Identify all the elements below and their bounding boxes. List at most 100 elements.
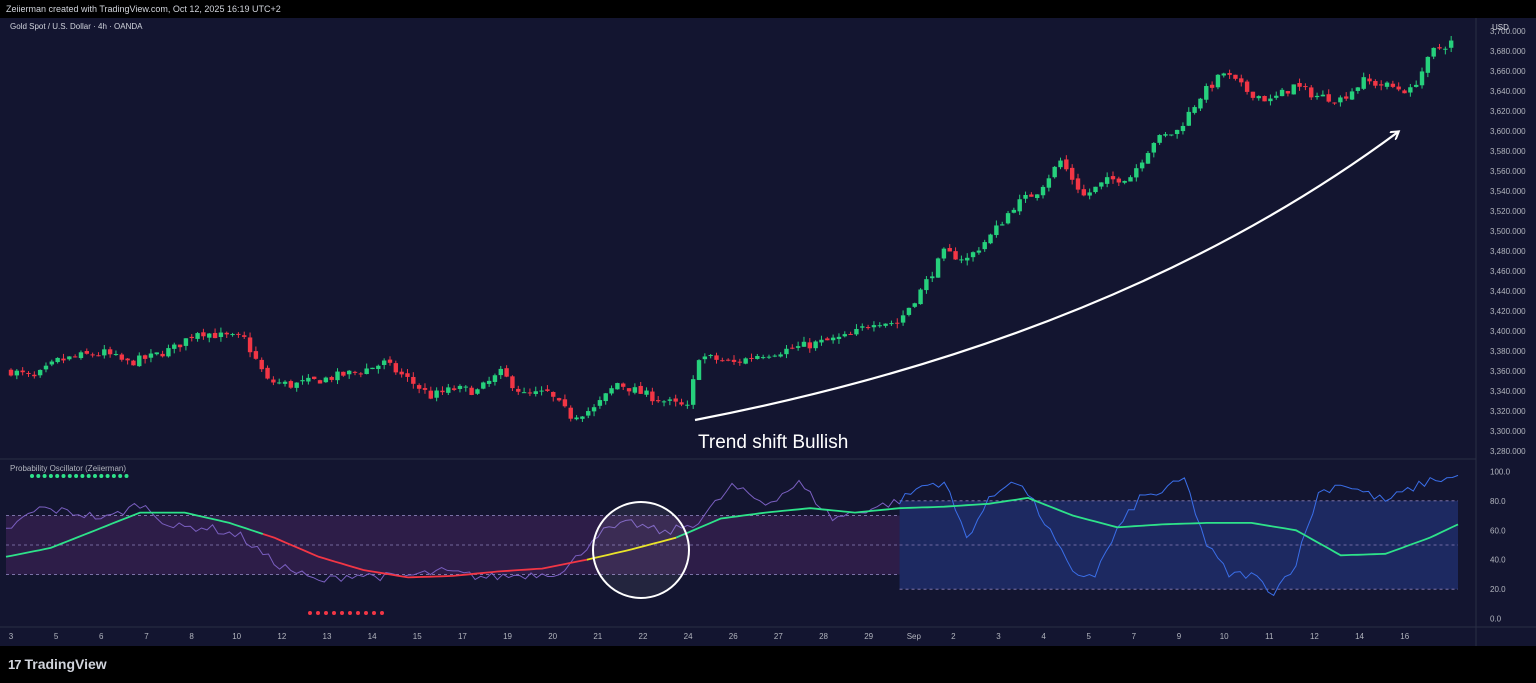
candle <box>1064 155 1069 172</box>
candle <box>871 321 877 332</box>
time-tick-label: 2 <box>951 632 956 641</box>
candle-body <box>1023 194 1028 199</box>
candle <box>562 394 568 408</box>
candle-body <box>714 355 719 360</box>
candle-body <box>1198 98 1203 109</box>
candle-body <box>708 355 713 357</box>
candle <box>201 328 206 340</box>
candle-body <box>1209 84 1215 88</box>
candle <box>760 354 766 360</box>
candle <box>900 310 906 326</box>
candle-body <box>189 336 194 339</box>
candle <box>708 354 713 359</box>
candle-body <box>1174 129 1180 135</box>
raw-oscillator-line-blue <box>899 474 1459 597</box>
candle <box>411 372 416 389</box>
candle-body <box>1221 73 1226 76</box>
candle <box>994 220 999 238</box>
time-tick-label: 27 <box>774 632 783 641</box>
candle <box>329 375 334 383</box>
candle <box>446 383 451 396</box>
price-tick-label: 3,320.000 <box>1490 407 1526 416</box>
candle-body <box>8 369 14 376</box>
candle-body <box>661 401 667 403</box>
candle <box>1093 186 1098 194</box>
candle <box>1227 69 1232 79</box>
candle <box>720 357 725 362</box>
candle-body <box>434 390 439 398</box>
candle-body <box>242 335 247 337</box>
candle-body <box>772 355 778 357</box>
candle-body <box>586 411 591 416</box>
time-tick-label: 4 <box>1041 632 1046 641</box>
candle-body <box>591 407 597 412</box>
candle-body <box>1151 143 1157 153</box>
time-tick-label: 29 <box>864 632 873 641</box>
candle <box>679 398 684 407</box>
candle-body <box>1169 134 1174 136</box>
currency-label[interactable]: USD <box>1492 23 1509 32</box>
candle <box>247 332 253 358</box>
candle <box>597 396 603 409</box>
candle <box>61 353 66 364</box>
candle-body <box>1379 84 1384 86</box>
candle-body <box>1011 209 1017 213</box>
candle-body <box>451 388 457 390</box>
candle <box>265 365 270 380</box>
candle <box>207 332 212 343</box>
candle-body <box>1408 87 1413 93</box>
candle-body <box>1355 87 1361 91</box>
candle <box>137 352 142 367</box>
candle <box>813 340 818 351</box>
candle-body <box>690 379 696 405</box>
candle-body <box>148 353 154 358</box>
candle-body <box>1145 153 1151 164</box>
candle-body <box>784 348 789 355</box>
candle-body <box>702 356 708 360</box>
time-tick-label: 22 <box>639 632 648 641</box>
candle <box>521 387 527 394</box>
candle <box>119 352 124 362</box>
candle <box>690 375 696 409</box>
candle-body <box>300 380 305 382</box>
candle <box>1069 164 1075 185</box>
signal-dot-green <box>74 474 79 478</box>
candle <box>539 386 544 396</box>
candle-body <box>539 390 544 392</box>
candle <box>661 400 667 407</box>
time-tick-label: 24 <box>684 632 693 641</box>
candle <box>912 302 917 309</box>
signal-dot-green <box>36 474 41 478</box>
candle-body <box>1256 96 1261 99</box>
candle-body <box>1058 160 1063 168</box>
candle-body <box>78 352 84 359</box>
candle-body <box>1134 168 1139 178</box>
price-tick-label: 3,540.000 <box>1490 187 1526 196</box>
candle <box>1058 157 1063 170</box>
candle-body <box>1396 86 1401 90</box>
candle-body <box>67 356 72 360</box>
candle <box>282 380 288 387</box>
candle-body <box>988 234 993 244</box>
candle-body <box>172 344 177 349</box>
candle <box>1384 81 1390 90</box>
chart-svg[interactable]: 3,700.000 3,680.000 3,660.000 3,640.000 3,62… <box>0 18 1536 646</box>
candle <box>288 379 294 389</box>
candle-body <box>498 368 503 376</box>
chart-area[interactable]: 3,700.000 3,680.000 3,660.000 3,640.000 3,62… <box>0 18 1536 646</box>
candle <box>358 372 364 378</box>
candle-body <box>743 358 748 364</box>
time-tick-label: 3 <box>996 632 1001 641</box>
candle <box>865 324 871 330</box>
candle <box>32 371 37 379</box>
candle-body <box>131 360 136 366</box>
candle <box>160 350 165 358</box>
candle <box>1046 174 1052 192</box>
candle <box>486 376 492 387</box>
candle <box>55 357 60 364</box>
candle <box>527 388 533 397</box>
candle <box>656 396 661 403</box>
candle <box>696 359 702 381</box>
tradingview-logo[interactable]: 17 TradingView <box>8 656 107 672</box>
candle-body <box>1274 95 1279 98</box>
